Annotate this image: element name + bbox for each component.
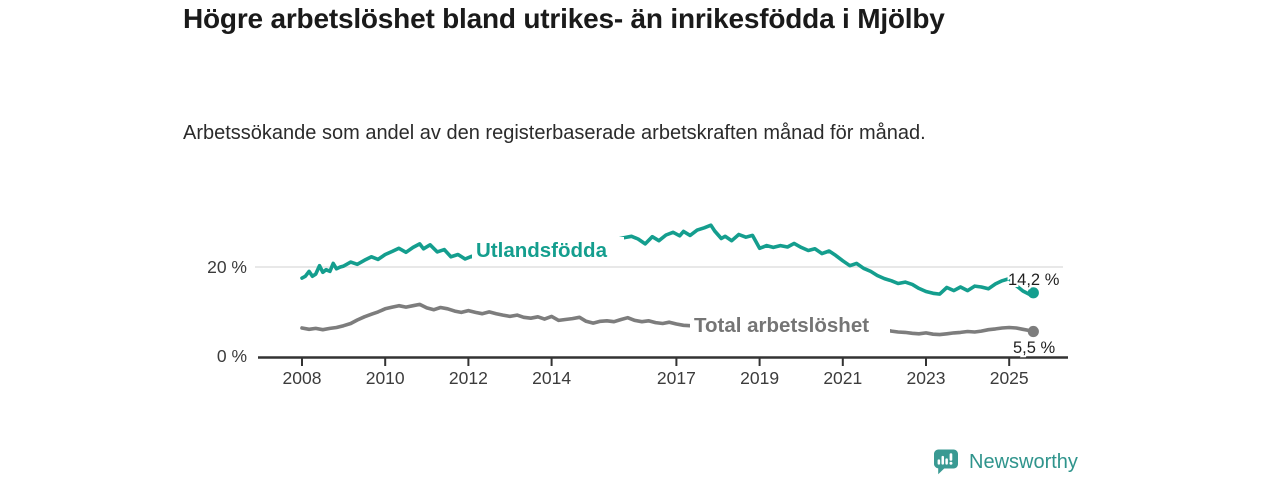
series-label-utlandsfodda: Utlandsfödda bbox=[476, 239, 608, 262]
series-end-value-utlandsfodda: 14,2 % bbox=[1008, 271, 1060, 289]
x-axis-tick-label: 2023 bbox=[907, 368, 946, 388]
logo-bar-chart-glyphs bbox=[937, 453, 953, 465]
chart-title: Högre arbetslöshet bland utrikes- än inr… bbox=[183, 3, 945, 34]
series-end-dot-total-arbetsloshet bbox=[1027, 325, 1039, 338]
series-end-dot-utlandsfodda bbox=[1027, 287, 1039, 299]
x-axis-tick-label: 2008 bbox=[283, 368, 322, 388]
x-axis-tick-label: 2021 bbox=[823, 368, 862, 388]
x-axis-tick-label: 2019 bbox=[740, 368, 779, 388]
x-axis-tick-label: 2017 bbox=[657, 368, 696, 388]
newsworthy-brand: Newsworthy bbox=[932, 448, 1078, 477]
y-axis-tick-label: 20 % bbox=[207, 257, 247, 277]
series-line-total-arbetsloshet bbox=[300, 302, 1036, 337]
newsworthy-logo-icon bbox=[934, 449, 958, 475]
chart-subtitle: Arbetssökande som andel av den registerb… bbox=[183, 122, 926, 144]
series-label-total-arbetsloshet: Total arbetslöshet bbox=[694, 314, 869, 337]
x-axis-tick-label: 2012 bbox=[449, 368, 488, 388]
x-axis-tick-label: 2025 bbox=[990, 368, 1029, 388]
series-line-utlandsfodda bbox=[300, 223, 1036, 297]
series-end-value-total-arbetsloshet: 5,5 % bbox=[1013, 339, 1056, 357]
x-axis-tick-label: 2014 bbox=[532, 368, 571, 388]
series-label-plate-utlandsfodda bbox=[472, 237, 624, 263]
newsworthy-brand-name: Newsworthy bbox=[969, 451, 1078, 473]
y-axis-tick-label: 0 % bbox=[217, 346, 247, 366]
x-axis-tick-label: 2010 bbox=[366, 368, 405, 388]
series-label-plate-total-arbetsloshet bbox=[690, 312, 890, 338]
